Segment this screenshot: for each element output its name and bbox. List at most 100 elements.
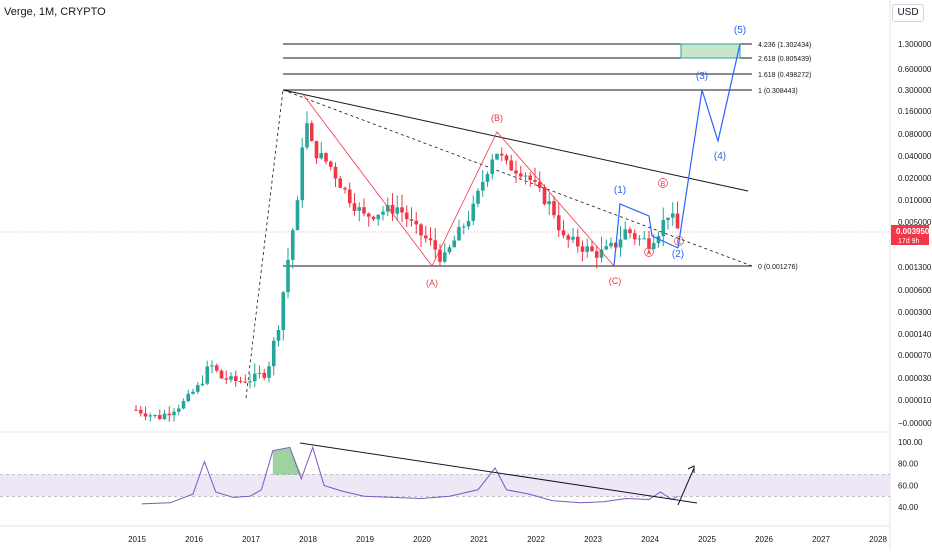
fib-level-label: 1 (0.308443) [758, 88, 798, 95]
candle-body [642, 238, 647, 240]
wave-label-C: (C) [609, 276, 622, 286]
wave-small-label: A [647, 250, 652, 257]
price-tick-label: 0.080000 [898, 130, 932, 139]
candle-body [281, 292, 286, 331]
time-tick-label: 2018 [299, 535, 317, 544]
candle-body [509, 160, 514, 171]
candle-body [324, 153, 328, 162]
candle-body [352, 203, 357, 211]
candle-body [319, 153, 324, 159]
rsi-arrow-line [677, 467, 695, 506]
candle-body [461, 226, 466, 228]
candle-body [143, 413, 148, 417]
wave-label-3: (3) [696, 71, 708, 82]
dashed-impulse-line [245, 89, 284, 399]
candle-body [609, 242, 613, 247]
candle-body [556, 215, 561, 231]
candle-body [305, 123, 309, 148]
candle-body [604, 246, 609, 250]
candle-body [162, 413, 167, 420]
current-price-tag [891, 225, 929, 245]
candle-body [134, 409, 138, 411]
candle-body [419, 224, 423, 236]
candle-body [286, 259, 290, 293]
candle-body [314, 141, 319, 159]
candle-body [191, 391, 195, 394]
rsi-overbought-fill [272, 447, 302, 475]
rsi-tick-label: 80.00 [898, 460, 919, 469]
rsi-arrow-head [687, 465, 695, 473]
rsi-line [141, 445, 678, 505]
candle-body [347, 189, 352, 204]
wave-label-1: (1) [614, 185, 626, 196]
candle-body [295, 200, 300, 231]
candle-body [210, 365, 214, 367]
candle-body [257, 372, 262, 374]
candle-body [300, 147, 305, 201]
price-tick-label: 0.005000 [898, 218, 932, 227]
rsi-trendline [299, 442, 698, 504]
candle-body [343, 187, 347, 190]
candle-body [338, 178, 343, 188]
candle-body [400, 207, 404, 213]
candle-body [666, 217, 670, 221]
time-tick-label: 2015 [128, 535, 146, 544]
candle-body [632, 233, 637, 240]
candle-body [590, 246, 594, 252]
candle-body [571, 236, 575, 240]
candle-body [628, 229, 632, 234]
price-tick-label: 0.001300 [898, 263, 932, 272]
price-tick-label: 0.000600 [898, 286, 932, 295]
price-tick-label: 0.040000 [898, 152, 932, 161]
price-tick-label: 0.000010 [898, 396, 932, 405]
candle-body [276, 330, 281, 341]
candle-body [670, 213, 675, 218]
candle-body [248, 381, 252, 383]
rsi-tick-label: 40.00 [898, 503, 919, 512]
candle-body [181, 401, 186, 409]
candle-body [195, 385, 200, 392]
candle-body [476, 190, 480, 204]
upper-trendline [282, 89, 749, 192]
current-price-countdown: 17d 9h [898, 238, 920, 245]
candle-body [471, 203, 476, 221]
price-tick-label: 0.020000 [898, 174, 932, 183]
price-tick-label: 0.000070 [898, 351, 932, 360]
candle-body [153, 415, 157, 417]
candle-body [599, 249, 604, 258]
candle-body [167, 413, 172, 416]
candle-body [157, 415, 162, 420]
time-tick-label: 2020 [413, 535, 431, 544]
wave-small-circle [674, 236, 684, 246]
candle-body [148, 415, 153, 417]
candle-body [238, 381, 243, 383]
candle-body [561, 230, 566, 236]
wave-abc-path [301, 92, 615, 267]
time-tick-label: 2016 [185, 535, 203, 544]
price-tick-label: 1.300000 [898, 40, 932, 49]
wave-small-label: B [661, 181, 666, 188]
price-tick-label: 0.000030 [898, 374, 932, 383]
fib-level-label: 4.236 (1.302434) [758, 42, 811, 49]
candle-body [623, 229, 628, 240]
candle-body [542, 187, 547, 205]
candle-body [214, 365, 219, 371]
rsi-tick-label: 60.00 [898, 481, 919, 490]
fib-target-zone [680, 43, 741, 59]
price-tick-label: 0.010000 [898, 196, 932, 205]
wave-label-A: (A) [426, 278, 438, 288]
time-tick-label: 2026 [755, 535, 773, 544]
candle-body [328, 161, 333, 167]
candle-body [267, 366, 271, 378]
wave-label-5: (5) [734, 25, 746, 36]
rsi-band [0, 474, 890, 497]
price-tick-label: 0.000300 [898, 308, 932, 317]
currency-button[interactable]: USD [892, 4, 924, 22]
candle-body [219, 370, 224, 379]
candle-body [647, 238, 651, 249]
fib-level-label: 0 (0.001276) [758, 264, 798, 271]
candle-body [433, 240, 438, 250]
candle-body [495, 153, 499, 160]
